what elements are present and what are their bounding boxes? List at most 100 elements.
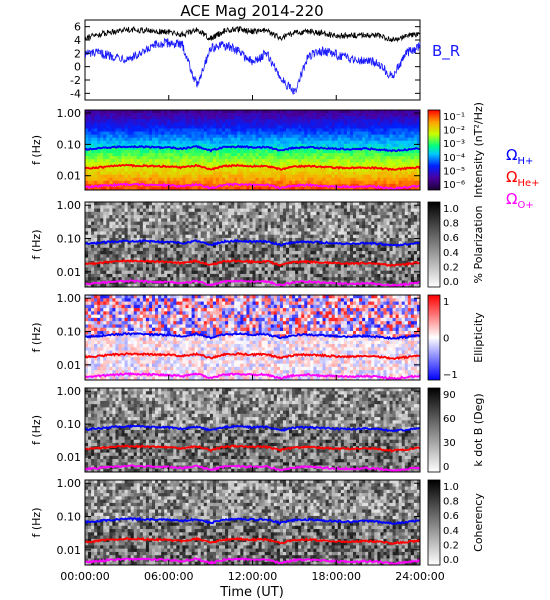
heatmap-cell (243, 218, 247, 223)
heatmap-cell (206, 273, 211, 278)
heatmap-cell (337, 113, 342, 117)
heatmap-cell (404, 168, 409, 172)
heatmap-cell (374, 168, 378, 172)
heatmap-cell (261, 224, 266, 229)
heatmap-cell (255, 211, 259, 216)
heatmap-cell (252, 113, 256, 117)
heatmap-cell (286, 113, 290, 117)
heatmap-cell (252, 211, 256, 216)
heatmap-cell (136, 215, 141, 219)
heatmap-cell (374, 174, 378, 179)
heatmap-cell (97, 177, 101, 182)
heatmap-cell (301, 137, 305, 142)
heatmap-cell (191, 171, 196, 176)
heatmap-cell (194, 231, 199, 236)
heatmap-cell (249, 257, 253, 262)
heatmap-cell (109, 168, 113, 172)
heatmap-cell (395, 128, 400, 132)
heatmap-cell (215, 116, 220, 120)
heatmap-cell (365, 156, 369, 160)
heatmap-cell (130, 116, 135, 120)
heatmap-cell (353, 134, 357, 139)
heatmap-cell (319, 128, 323, 132)
heatmap-cell (103, 128, 107, 132)
heatmap-cell (316, 208, 320, 213)
heatmap-cell (286, 134, 290, 139)
heatmap-cell (276, 277, 281, 281)
heatmap-cell (386, 165, 390, 169)
heatmap-cell (88, 186, 92, 191)
heatmap-cell (270, 277, 275, 281)
heatmap-cell (124, 244, 129, 249)
heatmap-cell (234, 131, 238, 136)
heatmap-cell (133, 150, 138, 154)
heatmap-cell (301, 211, 305, 216)
heatmap-cell (91, 116, 95, 120)
heatmap-cell (371, 150, 375, 154)
heatmap-cell (97, 174, 101, 179)
heatmap-cell (203, 264, 208, 268)
heatmap-cell (343, 156, 348, 160)
heatmap-cell (301, 231, 305, 236)
heatmap-cell (145, 231, 150, 236)
heatmap-cell (270, 143, 275, 148)
heatmap-cell (407, 186, 412, 191)
heatmap-cell (307, 122, 311, 126)
heatmap-cell (313, 231, 317, 236)
heatmap-cell (231, 156, 235, 160)
heatmap-cell (170, 267, 174, 272)
heatmap-cell (307, 116, 311, 120)
heatmap-cell (289, 110, 293, 114)
heatmap-cell (310, 257, 314, 262)
heatmap-cell (380, 159, 384, 163)
heatmap-cell (356, 159, 360, 163)
heatmap-cell (307, 131, 311, 136)
heatmap-cell (359, 186, 363, 191)
heatmap-cell (279, 177, 284, 182)
heatmap-cell (139, 131, 144, 136)
heatmap-cell (362, 143, 366, 148)
heatmap-cell (91, 254, 95, 258)
heatmap-cell (139, 237, 144, 242)
heatmap-cell (416, 168, 421, 172)
heatmap-cell (170, 244, 174, 249)
colorbar-tick-label: 10⁻⁵ (443, 166, 465, 177)
heatmap-cell (188, 215, 192, 219)
heatmap-cell (234, 228, 238, 232)
heatmap-cell (273, 215, 278, 219)
heatmap-cell (389, 143, 393, 148)
heatmap-cell (295, 180, 299, 185)
heatmap-cell (142, 264, 147, 268)
heatmap-cell (185, 116, 189, 120)
heatmap-cell (368, 168, 372, 172)
heatmap-cell (136, 156, 141, 160)
heatmap-cell (130, 205, 135, 209)
heatmap-cell (322, 218, 326, 223)
heatmap-cell (167, 264, 171, 268)
heatmap-cell (127, 244, 132, 249)
heatmap-cell (337, 159, 342, 163)
heatmap-cell (273, 277, 278, 281)
heatmap-cell (310, 113, 314, 117)
heatmap-cell (377, 174, 381, 179)
heatmap-cell (215, 177, 220, 182)
heatmap-cell (139, 251, 144, 255)
heatmap-cell (380, 153, 384, 157)
heatmap-cell (222, 202, 226, 206)
heatmap-cell (225, 113, 229, 117)
heatmap-cell (206, 116, 211, 120)
heatmap-cell (152, 247, 156, 252)
heatmap-cell (145, 177, 150, 182)
heatmap-cell (219, 116, 223, 120)
heatmap-cell (289, 228, 293, 232)
heatmap-cell (267, 150, 272, 154)
heatmap-cell (340, 150, 345, 154)
heatmap-cell (228, 241, 232, 245)
heatmap-cell (191, 113, 196, 117)
heatmap-cell (261, 116, 266, 120)
heatmap-cell (200, 254, 205, 258)
heatmap-cell (307, 237, 311, 242)
heatmap-cell (173, 283, 177, 288)
heatmap-cell (383, 137, 387, 142)
heatmap-cell (170, 180, 174, 185)
